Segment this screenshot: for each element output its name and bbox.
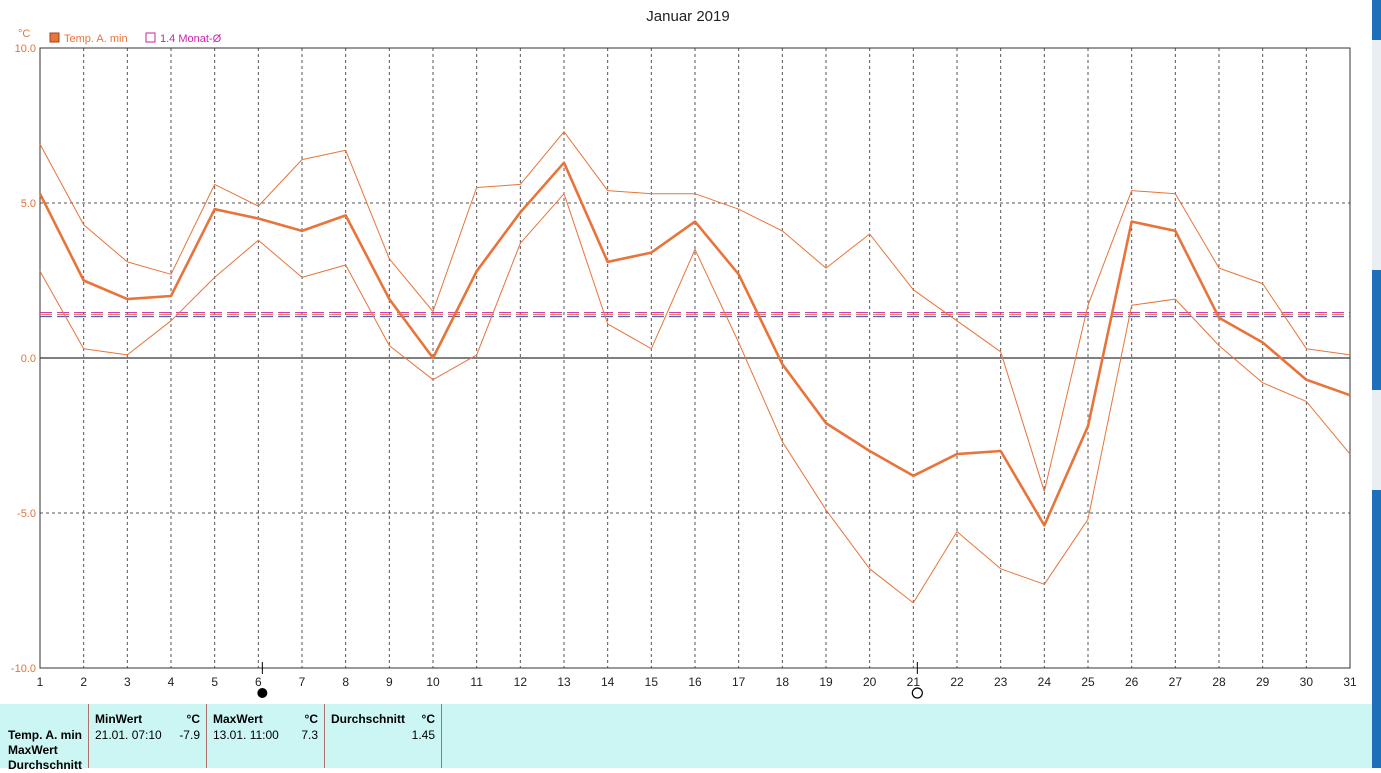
x-tick-label: 28 bbox=[1212, 675, 1226, 689]
window-edge-panel bbox=[1372, 40, 1381, 270]
legend-label-temp: Temp. A. min bbox=[64, 33, 128, 45]
window-edge-panel bbox=[1372, 390, 1381, 490]
legend-swatch-temp bbox=[49, 32, 60, 43]
x-tick-label: 13 bbox=[557, 675, 571, 689]
legend-label-avg: 1.4 Monat-Ø bbox=[160, 33, 222, 45]
max-time: 13.01. 11:00 bbox=[213, 728, 279, 742]
summary-row-labels: Temp. A. min MaxWert Durchschnitt bbox=[8, 728, 82, 773]
plot-frame bbox=[39, 47, 1351, 669]
x-tick-label: 3 bbox=[124, 675, 131, 689]
summary-row-label: Durchschnitt bbox=[8, 758, 83, 772]
summary-avg-column: Durchschnitt °C 1.45 bbox=[324, 704, 442, 768]
max-unit: °C bbox=[304, 712, 318, 726]
x-tick-label: 26 bbox=[1125, 675, 1139, 689]
x-tick-label: 1 bbox=[37, 675, 44, 689]
max-header: MaxWert bbox=[213, 712, 263, 726]
min-header: MinWert bbox=[95, 712, 143, 726]
x-tick-label: 23 bbox=[994, 675, 1008, 689]
y-tick-label: 0.0 bbox=[21, 353, 36, 365]
max-value: 7.3 bbox=[301, 728, 318, 742]
full-moon-icon bbox=[911, 687, 923, 699]
series-line-mean bbox=[38, 161, 1351, 527]
x-tick-label: 29 bbox=[1256, 675, 1270, 689]
x-tick-label: 7 bbox=[299, 675, 306, 689]
x-tick-label: 8 bbox=[342, 675, 349, 689]
x-tick-label: 2 bbox=[80, 675, 87, 689]
x-tick-label: 14 bbox=[601, 675, 615, 689]
min-value: -7.9 bbox=[179, 728, 200, 742]
x-tick-label: 5 bbox=[211, 675, 218, 689]
min-time: 21.01. 07:10 bbox=[95, 728, 162, 742]
y-tick-label: -5.0 bbox=[17, 508, 36, 520]
plot-area: 10.05.00.0-5.0-10.01 2 3 4 5 6 7 8 9 10 11 12 13 14 15… bbox=[11, 43, 1357, 699]
x-tick-label: 20 bbox=[863, 675, 877, 689]
summary-min-column: MinWert °C 21.01. 07:10 -7.9 bbox=[88, 704, 206, 768]
x-tick-label: 31 bbox=[1343, 675, 1357, 689]
chart-title: Januar 2019 bbox=[646, 8, 729, 25]
summary-max-column: MaxWert °C 13.01. 11:00 7.3 bbox=[206, 704, 324, 768]
series-line-min bbox=[39, 193, 1351, 604]
x-tick-label: 4 bbox=[168, 675, 175, 689]
x-tick-label: 6 bbox=[255, 675, 262, 689]
avg-header: Durchschnitt bbox=[331, 712, 406, 726]
avg-value: 1.45 bbox=[411, 728, 435, 742]
x-tick-label: 19 bbox=[819, 675, 833, 689]
x-tick-label: 22 bbox=[950, 675, 964, 689]
y-tick-label: 5.0 bbox=[21, 198, 36, 210]
temperature-chart: Januar 2019 °C Temp. A. min 1.4 Monat-Ø … bbox=[11, 8, 1357, 699]
summary-panel: Temp. A. min MaxWert Durchschnitt MinWer… bbox=[0, 704, 1372, 772]
window-edge-strip bbox=[1372, 0, 1381, 768]
series-line-max bbox=[39, 131, 1351, 492]
x-tick-label: 12 bbox=[514, 675, 528, 689]
y-tick-label: -10.0 bbox=[11, 663, 36, 675]
x-tick-label: 30 bbox=[1300, 675, 1314, 689]
x-tick-label: 15 bbox=[645, 675, 659, 689]
y-axis-unit: °C bbox=[18, 28, 30, 40]
legend: Temp. A. min 1.4 Monat-Ø bbox=[49, 32, 222, 45]
summary-row-label: MaxWert bbox=[8, 743, 58, 757]
x-tick-label: 10 bbox=[426, 675, 440, 689]
x-tick-label: 18 bbox=[776, 675, 790, 689]
avg-unit: °C bbox=[421, 712, 435, 726]
min-unit: °C bbox=[186, 712, 200, 726]
summary-row-label: Temp. A. min bbox=[8, 728, 83, 742]
x-tick-label: 16 bbox=[688, 675, 702, 689]
legend-swatch-avg bbox=[145, 32, 156, 43]
x-tick-label: 24 bbox=[1038, 675, 1052, 689]
x-tick-label: 9 bbox=[386, 675, 393, 689]
x-tick-label: 21 bbox=[907, 675, 921, 689]
x-tick-label: 17 bbox=[732, 675, 746, 689]
x-tick-label: 25 bbox=[1081, 675, 1095, 689]
x-tick-label: 11 bbox=[470, 675, 483, 689]
new-moon-icon bbox=[257, 688, 268, 698]
x-tick-label: 27 bbox=[1169, 675, 1183, 689]
y-tick-label: 10.0 bbox=[15, 43, 36, 55]
